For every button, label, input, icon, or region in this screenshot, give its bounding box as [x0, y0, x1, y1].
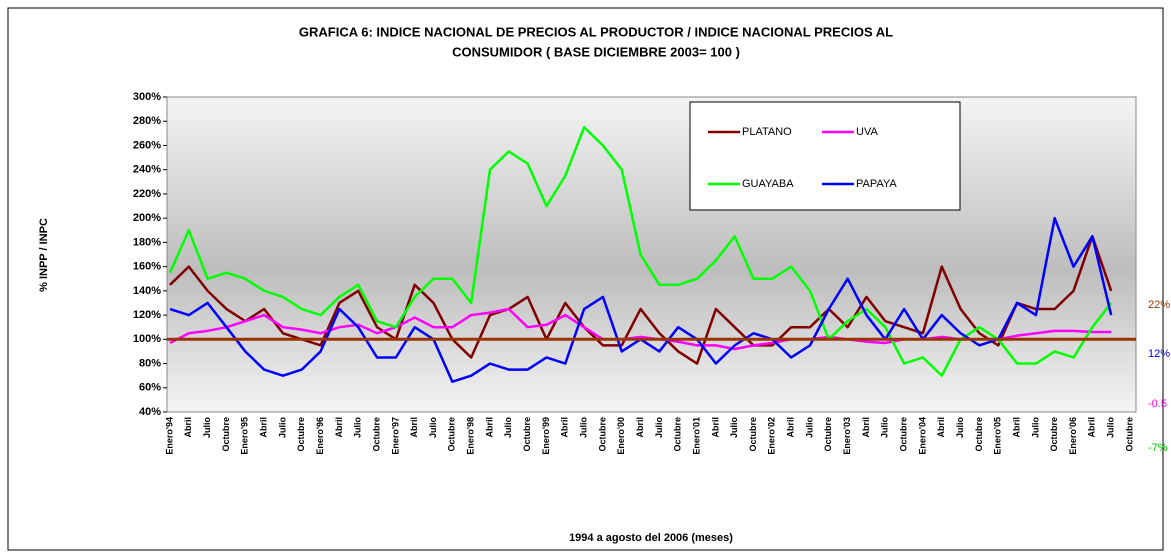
x-tick-label: Julio: [503, 417, 513, 439]
y-tick-label: 60%: [139, 382, 161, 394]
x-tick-label: Enero'94: [164, 417, 174, 455]
y-tick-label: 280%: [133, 115, 161, 127]
x-tick-label: Julio: [428, 417, 438, 439]
x-tick-label: Julio: [654, 417, 664, 439]
x-tick-label: Enero'95: [240, 417, 250, 455]
x-tick-label: Abril: [258, 417, 268, 438]
x-tick-label: Enero'97: [390, 417, 400, 455]
x-tick-label: Enero'01: [691, 417, 701, 455]
x-tick-label: Abril: [1011, 417, 1021, 438]
x-tick-label: Abril: [710, 417, 720, 438]
x-tick-label: Abril: [409, 417, 419, 438]
y-tick-label: 120%: [133, 309, 161, 321]
annotation: 22%: [1148, 299, 1170, 311]
x-tick-label: Abril: [334, 417, 344, 438]
x-tick-label: Abril: [635, 417, 645, 438]
y-tick-label: 100%: [133, 333, 161, 345]
x-tick-label: Julio: [202, 417, 212, 439]
y-tick-label: 240%: [133, 164, 161, 176]
x-tick-label: Octubre: [221, 417, 231, 452]
y-tick-label: 160%: [133, 261, 161, 273]
x-tick-label: Abril: [183, 417, 193, 438]
annotation: -0.5: [1148, 398, 1167, 410]
annotation: -7%: [1148, 442, 1168, 454]
x-tick-label: Enero'02: [767, 417, 777, 455]
x-tick-label: Julio: [277, 417, 287, 439]
chart-title: GRAFICA 6: INDICE NACIONAL DE PRECIOS AL…: [299, 24, 893, 39]
legend-label: UVA: [856, 126, 878, 138]
legend-box: [689, 101, 961, 211]
x-tick-label: Octubre: [1124, 417, 1134, 452]
x-tick-label: Octubre: [823, 417, 833, 452]
plot-area: [166, 96, 1137, 413]
x-tick-label: Enero'03: [842, 417, 852, 455]
x-tick-label: Julio: [353, 417, 363, 439]
x-tick-label: Julio: [1106, 417, 1116, 439]
y-tick-label: 200%: [133, 212, 161, 224]
x-tick-label: Octubre: [597, 417, 607, 452]
x-tick-label: Abril: [1087, 417, 1097, 438]
x-tick-label: Abril: [484, 417, 494, 438]
x-tick-label: Julio: [578, 417, 588, 439]
x-tick-label: Octubre: [1049, 417, 1059, 452]
y-tick-label: 140%: [133, 285, 161, 297]
x-tick-label: Octubre: [296, 417, 306, 452]
y-tick-label: 260%: [133, 139, 161, 151]
x-tick-label: Octubre: [371, 417, 381, 452]
x-tick-label: Enero'96: [315, 417, 325, 455]
y-tick-label: 40%: [139, 406, 161, 418]
x-tick-label: Julio: [955, 417, 965, 439]
legend-label: PAPAYA: [856, 178, 897, 190]
x-tick-label: Abril: [861, 417, 871, 438]
x-tick-label: Octubre: [522, 417, 532, 452]
x-tick-label: Abril: [560, 417, 570, 438]
y-tick-label: 300%: [133, 91, 161, 103]
y-tick-label: 220%: [133, 188, 161, 200]
x-tick-label: Octubre: [673, 417, 683, 452]
x-tick-label: Abril: [936, 417, 946, 438]
legend-label: GUAYABA: [742, 178, 794, 190]
x-tick-label: Julio: [1030, 417, 1040, 439]
x-tick-label: Octubre: [447, 417, 457, 452]
x-tick-label: Octubre: [974, 417, 984, 452]
x-tick-label: Julio: [804, 417, 814, 439]
x-tick-label: Enero'06: [1068, 417, 1078, 455]
legend-label: PLATANO: [742, 126, 792, 138]
x-tick-label: Enero'99: [541, 417, 551, 455]
x-tick-label: Enero'04: [917, 417, 927, 455]
x-tick-label: Enero'00: [616, 417, 626, 455]
y-axis-label: % INPP / INPC: [38, 218, 50, 292]
annotation: 12%: [1148, 348, 1170, 360]
y-tick-label: 180%: [133, 236, 161, 248]
y-tick-label: 80%: [139, 357, 161, 369]
chart-title: CONSUMIDOR ( BASE DICIEMBRE 2003= 100 ): [452, 44, 740, 59]
x-tick-label: Octubre: [898, 417, 908, 452]
x-tick-label: Enero'98: [466, 417, 476, 455]
x-tick-label: Julio: [729, 417, 739, 439]
x-tick-label: Julio: [880, 417, 890, 439]
x-axis-label: 1994 a agosto del 2006 (meses): [569, 532, 733, 544]
x-tick-label: Abril: [786, 417, 796, 438]
series-line: [168, 126, 1113, 377]
x-tick-label: Enero'05: [993, 417, 1003, 455]
x-tick-label: Octubre: [748, 417, 758, 452]
